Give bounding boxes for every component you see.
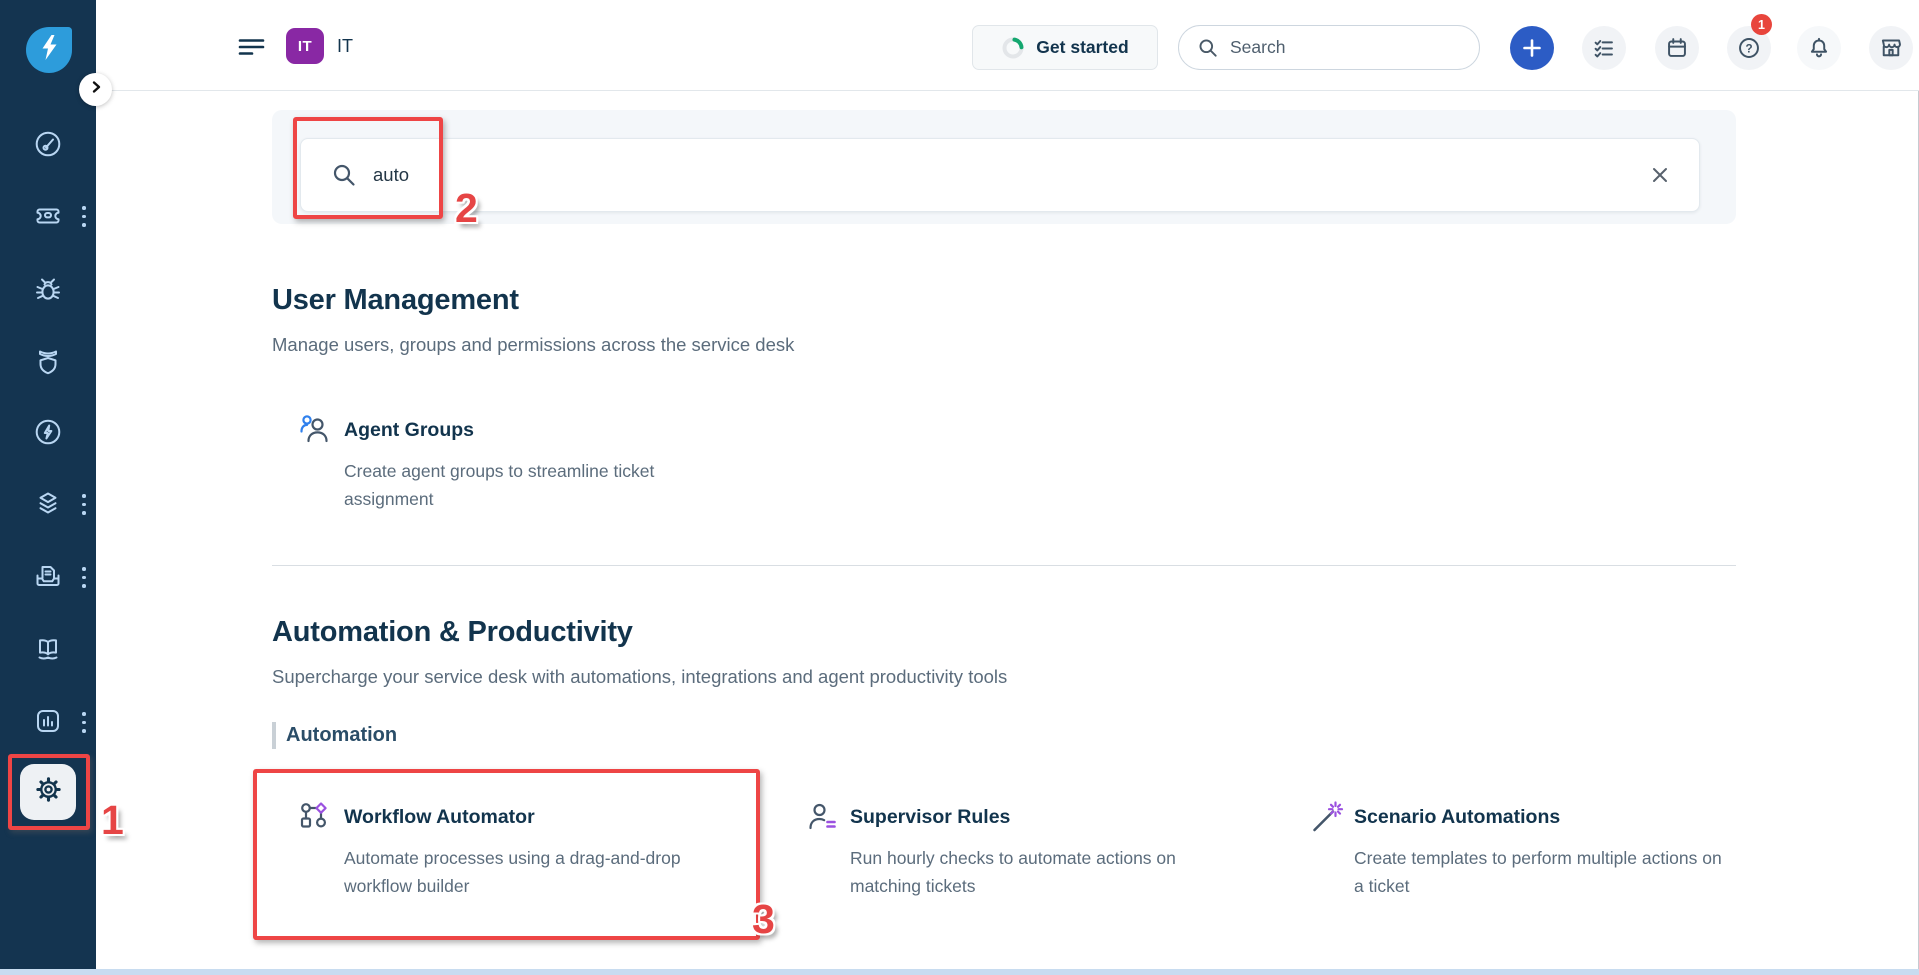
group-label-text: Automation [286, 724, 398, 746]
sidebar-item-tickets[interactable] [33, 200, 63, 230]
search-icon [329, 160, 359, 190]
admin-search-input[interactable] [373, 164, 1631, 186]
sidebar-item-contracts[interactable] [33, 561, 63, 591]
bolt-circle-icon [33, 417, 63, 447]
new-item-button[interactable] [1510, 26, 1554, 70]
gear-icon [33, 774, 64, 810]
freshworks-logo-button[interactable] [26, 27, 72, 73]
todo-button[interactable] [1582, 26, 1626, 70]
card-description: Run hourly checks to automate actions on… [850, 848, 1176, 896]
search-icon [1196, 36, 1220, 60]
freshworks-bolt-icon [36, 33, 62, 68]
calendar-icon [1663, 34, 1691, 62]
section-subtitle-user-management: Manage users, groups and permissions acr… [272, 334, 795, 355]
sidebar-item-assets[interactable] [33, 488, 63, 518]
workspace-name: IT [337, 35, 353, 56]
document-tray-icon [33, 561, 63, 591]
card-title[interactable]: Workflow Automator [344, 806, 535, 828]
chevron-right-icon [88, 79, 104, 100]
calendar-button[interactable] [1655, 26, 1699, 70]
supervisor-rules-icon [806, 800, 840, 834]
progress-ring-icon [1001, 36, 1025, 60]
annotation-number-3: 3 [752, 896, 775, 942]
help-icon: ? [1735, 34, 1763, 62]
marketplace-button[interactable] [1869, 26, 1913, 70]
svg-text:?: ? [1745, 42, 1752, 55]
annotation-number-1: 1 [101, 797, 124, 843]
plus-icon [1520, 36, 1544, 60]
notifications-button[interactable] [1797, 26, 1841, 70]
sidebar-item-analytics[interactable] [33, 706, 63, 736]
workspace-badge: IT [286, 28, 324, 64]
section-divider [272, 565, 1736, 566]
top-header: IT IT Get started [96, 0, 1919, 91]
bug-icon [33, 274, 63, 304]
contracts-menu-kebab[interactable] [82, 567, 86, 593]
group-label-bar [272, 722, 276, 749]
analytics-menu-kebab[interactable] [82, 712, 86, 738]
window-bottom-edge [0, 969, 1919, 975]
help-notification-badge: 1 [1751, 14, 1772, 35]
card-title[interactable]: Supervisor Rules [850, 806, 1011, 828]
workflow-automator-icon [298, 800, 332, 834]
close-icon[interactable] [1645, 160, 1675, 190]
bell-icon [1805, 34, 1833, 62]
sidebar-item-solutions[interactable] [33, 634, 63, 664]
sidebar-item-releases[interactable] [33, 345, 63, 375]
speedometer-icon [33, 129, 63, 159]
tickets-menu-kebab[interactable] [82, 206, 86, 232]
annotation-number-2: 2 [455, 185, 478, 231]
global-search-input[interactable] [1230, 37, 1450, 58]
ticket-icon [33, 200, 63, 230]
book-icon [33, 634, 63, 664]
get-started-label: Get started [1036, 37, 1129, 57]
checklist-icon [1590, 34, 1618, 62]
card-description: Automate processes using a drag-and-drop… [344, 848, 681, 896]
layers-icon [33, 488, 63, 518]
section-title-user-management: User Management [272, 284, 519, 316]
marketplace-icon [1877, 34, 1905, 62]
shield-icon [33, 345, 63, 375]
get-started-button[interactable]: Get started [972, 25, 1158, 70]
card-description: Create agent groups to streamline ticket… [344, 461, 655, 509]
section-title-automation-productivity: Automation & Productivity [272, 616, 633, 648]
automation-group-label: Automation [272, 722, 397, 749]
scenario-automations-icon [1310, 800, 1344, 834]
card-description: Create templates to perform multiple act… [1354, 848, 1722, 896]
sidebar-item-changes[interactable] [33, 417, 63, 447]
help-button[interactable]: ? [1727, 26, 1771, 70]
sidebar [0, 0, 96, 975]
sidebar-item-admin-settings[interactable] [20, 764, 76, 820]
admin-search-box [300, 138, 1700, 212]
card-title[interactable]: Agent Groups [344, 419, 474, 441]
sidebar-item-dashboard[interactable] [33, 129, 63, 159]
section-subtitle-automation-productivity: Supercharge your service desk with autom… [272, 666, 1008, 687]
global-search[interactable] [1178, 25, 1480, 70]
analytics-icon [33, 706, 63, 736]
sidebar-toggle-button[interactable] [236, 31, 266, 61]
sidebar-item-problems[interactable] [33, 274, 63, 304]
workspace-switcher[interactable]: IT IT [286, 28, 353, 64]
card-title[interactable]: Scenario Automations [1354, 806, 1561, 828]
agent-groups-icon [298, 412, 332, 446]
assets-menu-kebab[interactable] [82, 494, 86, 520]
expand-sidebar-button[interactable] [79, 73, 112, 106]
